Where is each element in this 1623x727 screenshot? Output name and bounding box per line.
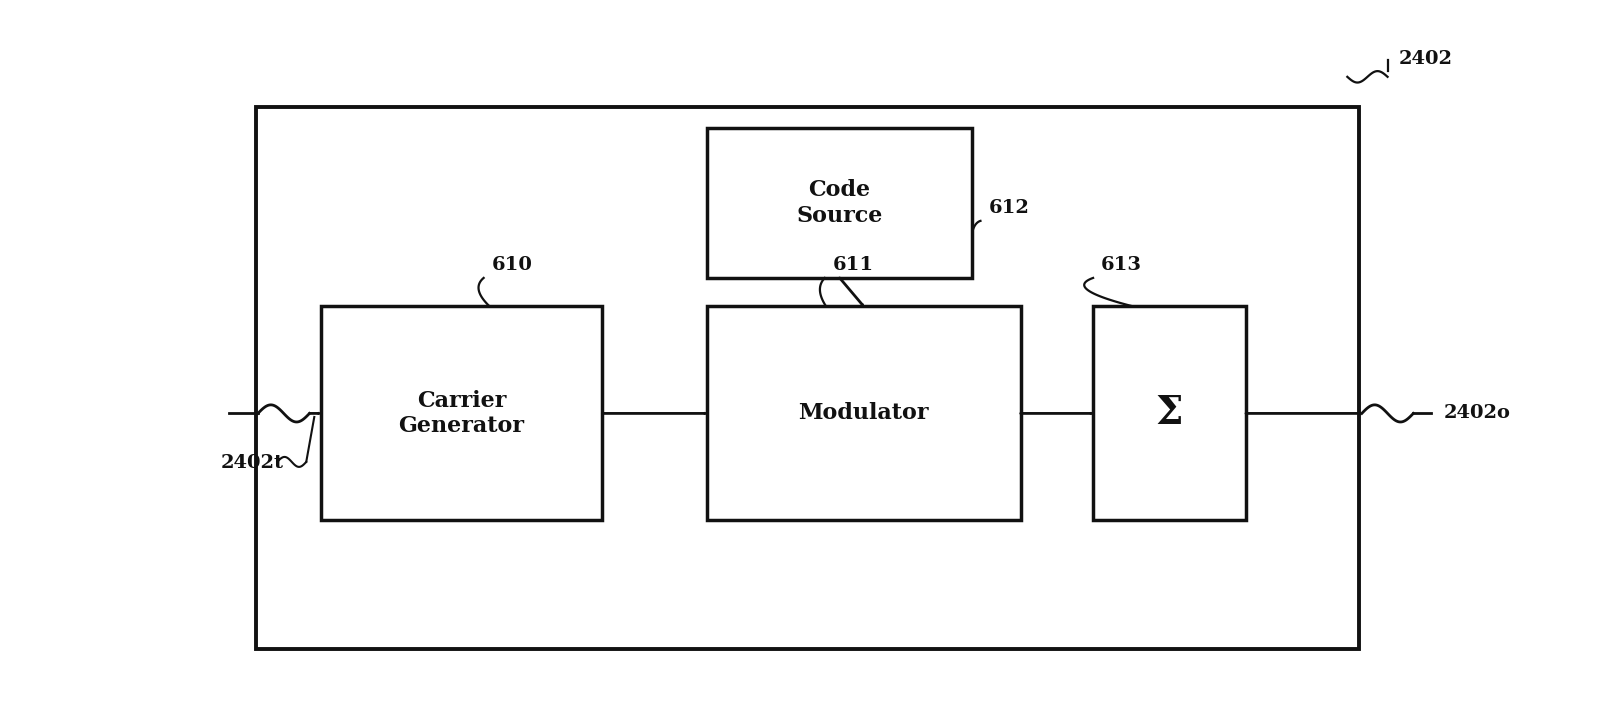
- Bar: [321, 307, 602, 521]
- Text: 2402: 2402: [1399, 49, 1453, 68]
- Text: Σ: Σ: [1156, 395, 1183, 433]
- Text: 612: 612: [988, 199, 1029, 217]
- Bar: [708, 307, 1021, 521]
- Text: 2402t: 2402t: [221, 454, 284, 473]
- Text: Modulator: Modulator: [799, 403, 928, 425]
- Text: 613: 613: [1100, 257, 1143, 274]
- Bar: [708, 128, 972, 278]
- Text: Code
Source: Code Source: [797, 180, 883, 227]
- Text: 2402o: 2402o: [1444, 404, 1511, 422]
- Text: Carrier
Generator: Carrier Generator: [399, 390, 524, 437]
- Bar: [1094, 307, 1246, 521]
- Text: 611: 611: [833, 257, 873, 274]
- Text: 610: 610: [492, 257, 532, 274]
- Bar: [256, 107, 1358, 648]
